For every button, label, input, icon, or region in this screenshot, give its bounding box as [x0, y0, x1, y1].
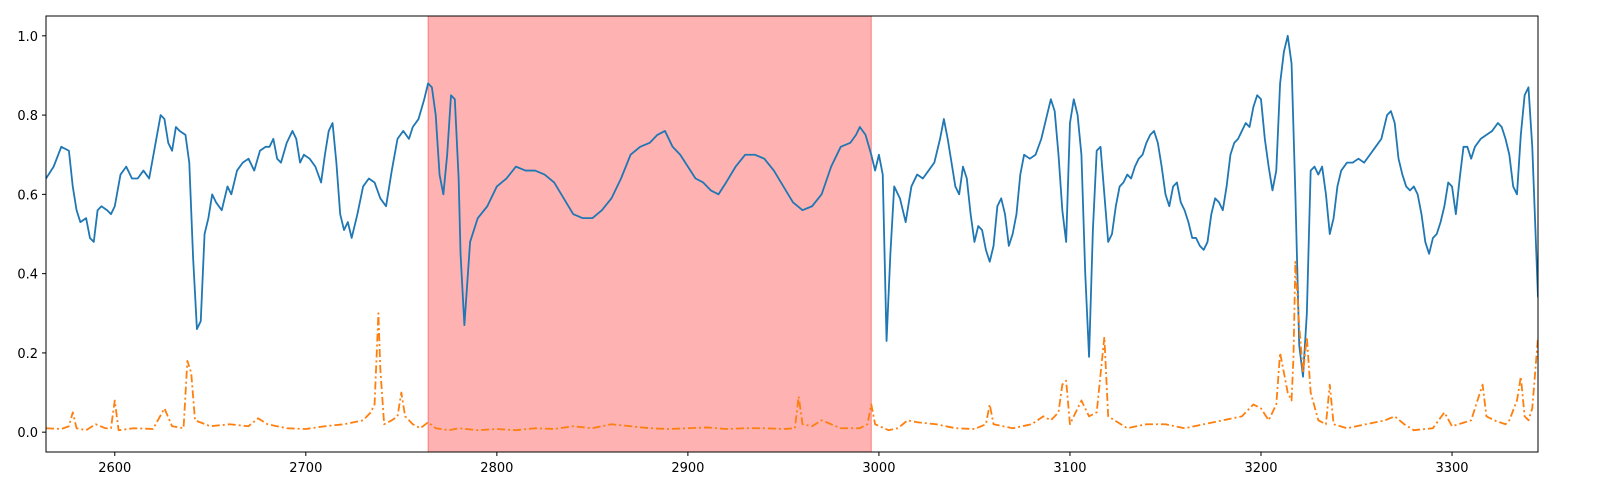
axes-frame: [45, 15, 1539, 453]
x-tick-label: 3000: [862, 461, 895, 476]
x-tick-label: 2900: [671, 461, 704, 476]
x-tick-label: 3200: [1244, 461, 1277, 476]
series-layer: [46, 34, 1538, 432]
y-tick-label: 0.8: [17, 109, 38, 124]
y-tick-label: 0.4: [17, 268, 38, 283]
x-tick-label: 2800: [480, 461, 513, 476]
highlight-layer: [427, 15, 872, 453]
x-tick-label: 2600: [98, 461, 131, 476]
x-tick-label: 2700: [289, 461, 322, 476]
y-tick-label: 0.6: [17, 188, 38, 203]
y-tick-label: 0.2: [17, 347, 38, 362]
x-tick-label: 3100: [1053, 461, 1086, 476]
highlight-region: [427, 15, 872, 453]
series-line-1: [46, 34, 1538, 378]
y-tick-label: 1.0: [17, 30, 38, 45]
y-tick-label: 0.0: [17, 426, 38, 441]
series-line-2: [46, 260, 1538, 432]
axes-layer: 2600 2700 2800 2900 3000 3100 3200 3300 0.0 0.2 0.…: [17, 15, 1539, 476]
x-tick-label: 3300: [1435, 461, 1468, 476]
